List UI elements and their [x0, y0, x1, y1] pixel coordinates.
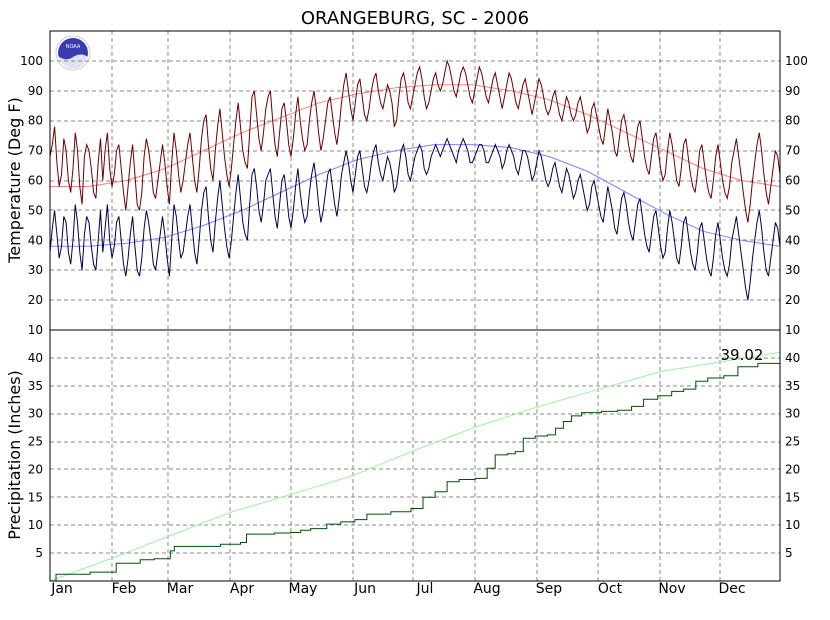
observed-precip-line	[50, 362, 780, 582]
month-label: Oct	[598, 581, 623, 597]
daily-min-temp-line	[49, 137, 781, 301]
month-label: Sep	[536, 581, 563, 597]
temp-tick-label: 60	[28, 174, 43, 188]
plot-frame	[49, 30, 781, 582]
precip-tick-label: 40	[28, 351, 43, 365]
month-label: Mar	[167, 581, 194, 597]
month-label: Aug	[473, 581, 500, 597]
precipitation-series	[49, 351, 781, 582]
precip-y-ticks-left: 5 10 15 20 25 30 35 40	[28, 351, 43, 560]
temp-tick-label: 70	[28, 144, 43, 158]
temperature-y-ticks-right: 10 20 30 40 50 60 70 80 90 100	[785, 54, 808, 337]
temp-tick-label-right: 40	[785, 233, 800, 247]
month-label: Jan	[50, 581, 73, 597]
precip-tick-label: 20	[28, 462, 43, 476]
precip-tick-label-right: 10	[785, 518, 800, 532]
temp-tick-label-right: 20	[785, 293, 800, 307]
chart-title: ORANGEBURG, SC - 2006	[301, 8, 529, 29]
month-label: Apr	[230, 581, 254, 597]
temp-tick-label: 20	[28, 293, 43, 307]
normal-min-line	[50, 144, 781, 247]
month-label: Jun	[353, 581, 376, 597]
temp-tick-label: 10	[28, 323, 43, 337]
temp-tick-label: 50	[28, 203, 43, 217]
month-label: May	[289, 581, 318, 597]
precip-tick-label: 35	[28, 379, 43, 393]
precip-tick-label: 10	[28, 518, 43, 532]
precip-tick-label-right: 35	[785, 379, 800, 393]
temp-tick-label: 30	[28, 263, 43, 277]
temp-tick-label-right: 70	[785, 144, 800, 158]
temp-tick-label: 100	[20, 54, 43, 68]
precip-tick-label: 25	[28, 435, 43, 449]
precip-total-label: 39.02	[721, 346, 764, 364]
normal-precip-line	[49, 351, 781, 582]
temp-tick-label: 90	[28, 84, 43, 98]
precip-tick-label-right: 5	[785, 546, 793, 560]
temp-tick-label-right: 90	[785, 84, 800, 98]
precip-tick-label-right: 15	[785, 490, 800, 504]
precip-tick-label: 30	[28, 407, 43, 421]
temp-tick-label-right: 50	[785, 203, 800, 217]
temp-tick-label-right: 10	[785, 323, 800, 337]
precip-tick-label: 15	[28, 490, 43, 504]
precip-axis-title: Precipitation (Inches)	[5, 370, 24, 540]
precip-tick-label-right: 20	[785, 462, 800, 476]
precip-tick-label: 5	[35, 546, 43, 560]
precip-tick-label-right: 40	[785, 351, 800, 365]
temp-tick-label-right: 60	[785, 174, 800, 188]
temp-tick-label: 80	[28, 114, 43, 128]
daily-max-temp-line	[49, 59, 781, 223]
temperature-series	[49, 59, 781, 301]
grid-lines	[50, 31, 780, 581]
month-label: Feb	[112, 581, 137, 597]
temperature-axis-title: Temperature (Deg F)	[5, 97, 24, 264]
noaa-logo: NOAA	[55, 35, 91, 71]
month-labels: Jan Feb Mar Apr May Jun Jul Aug Sep Oct Nov Dec	[50, 581, 745, 597]
temp-tick-label: 40	[28, 233, 43, 247]
month-label: Jul	[416, 581, 434, 597]
noaa-logo-text: NOAA	[66, 44, 81, 50]
temp-tick-label-right: 80	[785, 114, 800, 128]
temp-tick-label-right: 30	[785, 263, 800, 277]
month-label: Dec	[718, 581, 745, 597]
precip-tick-label-right: 25	[785, 435, 800, 449]
temp-tick-label-right: 100	[785, 54, 808, 68]
month-label: Nov	[658, 581, 685, 597]
precip-y-ticks-right: 5 10 15 20 25 30 35 40	[785, 351, 800, 560]
precip-tick-label-right: 30	[785, 407, 800, 421]
temperature-y-ticks-left: 10 20 30 40 50 60 70 80 90 100	[20, 54, 43, 337]
